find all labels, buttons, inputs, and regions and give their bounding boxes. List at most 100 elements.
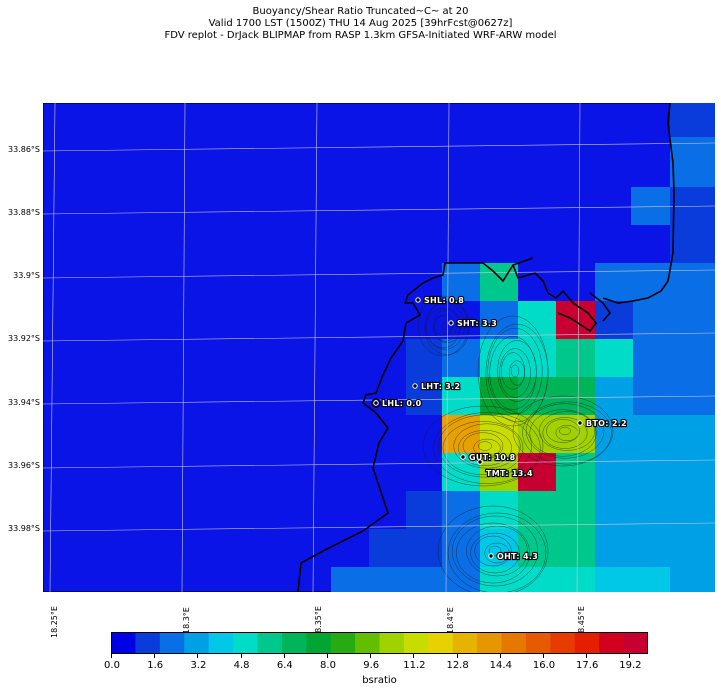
station-dot — [415, 297, 421, 303]
data-cell — [518, 491, 595, 529]
colorbar-segment — [159, 632, 185, 654]
colorbar-segment — [403, 632, 429, 654]
station-dot — [488, 553, 494, 559]
data-cell — [595, 263, 715, 301]
station-label: LHL: 0.0 — [382, 399, 422, 408]
colorbar-tick-label: 1.6 — [147, 660, 164, 671]
colorbar-tick-label: 16.0 — [532, 660, 556, 671]
data-cell — [331, 567, 369, 592]
colorbar-segment — [477, 632, 503, 654]
colorbar-tick-label: 6.4 — [276, 660, 293, 671]
lat-label: 33.86°S — [8, 145, 40, 154]
data-cell — [556, 301, 595, 339]
data-cell — [670, 567, 715, 592]
colorbar-tick-label: 3.2 — [190, 660, 207, 671]
station-dot — [577, 420, 583, 426]
data-cell — [518, 301, 556, 339]
colorbar-tick-mark — [197, 654, 199, 658]
lon-label: 18.3°E — [182, 607, 191, 634]
station-tmt: TMT: 13.4 — [477, 459, 534, 479]
colorbar-segment — [550, 632, 576, 654]
data-cell — [480, 491, 518, 529]
colorbar-segment — [306, 632, 332, 654]
chart-title-line-1: Buoyancy/Shear Ratio Truncated~C~ at 20 — [252, 6, 469, 17]
colorbar-segment — [452, 632, 478, 654]
colorbar-tick-label: 14.4 — [489, 660, 512, 671]
colorbar-tick-label: 9.6 — [363, 660, 380, 671]
data-cell — [670, 225, 715, 263]
lat-label: 33.94°S — [8, 398, 40, 407]
colorbar-segment — [257, 632, 283, 654]
colorbar-tick-label: 11.2 — [403, 660, 426, 671]
data-cell — [595, 339, 633, 377]
station-markers: SHL: 0.8 SHT: 3.3 LHT: 3.2 LHL: 0.0 BTO: 2.2… — [373, 295, 628, 562]
data-cell — [595, 301, 633, 339]
station-label: GUT: 10.8 — [469, 453, 516, 462]
data-cell — [406, 529, 442, 567]
station-gut: GUT: 10.8 — [460, 452, 516, 463]
data-cell — [442, 453, 480, 491]
colorbar-tick-mark — [111, 654, 112, 658]
data-cell — [556, 339, 595, 377]
station-label: SHL: 0.8 — [424, 296, 464, 305]
colorbar-label: bsratio — [362, 675, 397, 686]
colorbar-tick-label: 12.8 — [446, 660, 469, 671]
data-cell — [518, 377, 595, 415]
data-cell — [406, 339, 442, 377]
data-cell — [406, 567, 480, 592]
data-cell — [406, 491, 442, 529]
map-plot: SHL: 0.8 SHT: 3.3 LHT: 3.2 LHL: 0.0 BTO: 2.2… — [43, 103, 715, 592]
data-cell — [595, 567, 670, 592]
coastline — [297, 103, 675, 592]
lat-label: 33.9°S — [13, 271, 40, 280]
colorbar-segment — [111, 632, 136, 654]
data-cell — [480, 263, 518, 301]
lat-label: 33.96°S — [8, 461, 40, 470]
data-cell — [442, 491, 480, 529]
chart-title-line-3: FDV replot - DrJack BLIPMAP from RASP 1.… — [164, 30, 557, 41]
colorbar-tick-mark — [240, 654, 242, 658]
station-label: SHT: 3.3 — [457, 319, 497, 328]
lat-label: 33.98°S — [8, 524, 40, 533]
data-cell — [556, 453, 595, 491]
station-bto: BTO: 2.2 — [577, 418, 628, 429]
chart-title-line-2: Valid 1700 LST (1500Z) THU 14 Aug 2025 [… — [208, 18, 513, 29]
station-shl: SHL: 0.8 — [415, 295, 465, 306]
lon-label: 18.25°E — [50, 606, 59, 638]
colorbar-segment — [135, 632, 161, 654]
colorbar-segment — [355, 632, 380, 654]
colorbar-tick-label: 4.8 — [233, 660, 250, 671]
station-lht: LHT: 3.2 — [412, 381, 461, 392]
data-cell — [406, 377, 442, 415]
colorbar-tick-mark — [283, 654, 285, 658]
colorbar-segment — [330, 632, 356, 654]
data-cell — [595, 377, 633, 415]
data-cell — [518, 529, 595, 567]
lon-label: 18.4°E — [446, 607, 455, 634]
station-lhl: LHL: 0.0 — [373, 398, 422, 409]
colorbar-segment — [574, 632, 600, 654]
colorbar-tick-mark — [413, 654, 415, 658]
colorbar-tick-mark — [586, 654, 588, 658]
lat-label: 33.92°S — [8, 334, 40, 343]
data-cell — [369, 529, 406, 567]
colorbar-segment — [623, 632, 648, 654]
lat-label: 33.88°S — [8, 208, 40, 217]
colorbar-tick-mark — [327, 654, 328, 658]
data-cell — [442, 529, 480, 567]
station-dot — [373, 400, 379, 406]
station-dot — [477, 459, 483, 465]
terrain-contours — [417, 295, 614, 592]
data-cell — [670, 103, 715, 137]
station-label: BTO: 2.2 — [586, 419, 627, 428]
colorbar-tick-mark — [370, 654, 372, 658]
colorbar-tick-label: 19.2 — [619, 660, 642, 671]
colorbar-tick-label: 0.0 — [104, 660, 120, 671]
colorbar-tick-mark — [456, 654, 458, 658]
station-dot — [460, 454, 466, 460]
station-dot — [448, 320, 454, 326]
colorbar-segment — [525, 632, 551, 654]
colorbar-tick-label: 17.6 — [576, 660, 599, 671]
colorbar-segment — [428, 632, 454, 654]
colorbar-tick-mark — [154, 654, 156, 658]
